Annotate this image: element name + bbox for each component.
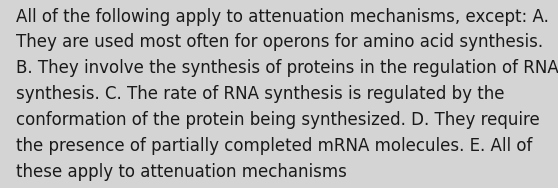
Text: B. They involve the synthesis of proteins in the regulation of RNA: B. They involve the synthesis of protein… [16, 59, 558, 77]
Text: these apply to attenuation mechanisms: these apply to attenuation mechanisms [16, 163, 347, 181]
Text: the presence of partially completed mRNA molecules. E. All of: the presence of partially completed mRNA… [16, 137, 532, 155]
Text: conformation of the protein being synthesized. D. They require: conformation of the protein being synthe… [16, 111, 540, 129]
Text: They are used most often for operons for amino acid synthesis.: They are used most often for operons for… [16, 33, 543, 52]
Text: synthesis. C. The rate of RNA synthesis is regulated by the: synthesis. C. The rate of RNA synthesis … [16, 85, 504, 103]
Text: All of the following apply to attenuation mechanisms, except: A.: All of the following apply to attenuatio… [16, 8, 549, 26]
